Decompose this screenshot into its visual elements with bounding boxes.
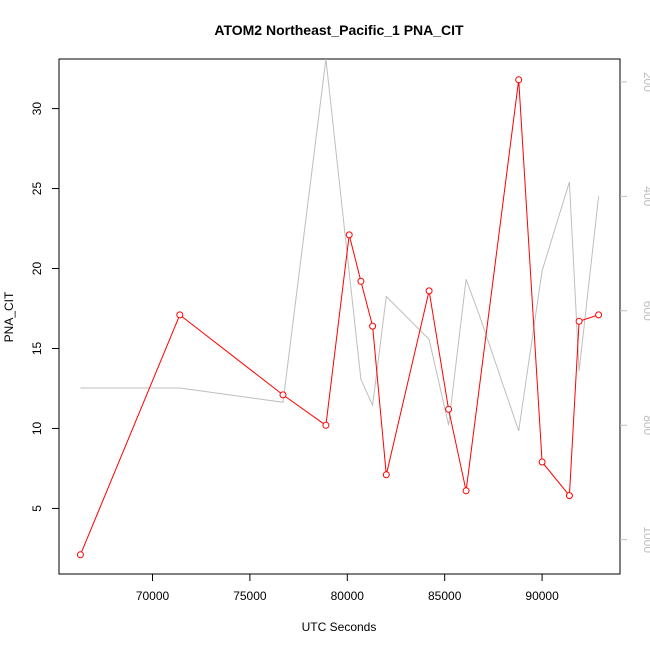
data-point [462,487,470,495]
series-layer [76,58,603,559]
data-point [515,76,523,84]
y-tick-label: 10 [30,421,44,435]
y-tick-label: 30 [30,102,44,116]
data-point [382,471,390,479]
data-point [76,551,84,559]
data-point [565,492,573,500]
data-point [538,458,546,466]
y-tick-label: 20 [30,262,44,276]
x-tick-label: 80000 [331,589,365,603]
chart-title: ATOM2 Northeast_Pacific_1 PNA_CIT [214,22,464,38]
y2-tick-label: 1000 [641,526,650,553]
data-point [575,317,583,325]
data-point [369,322,377,330]
data-point [445,405,453,413]
secondary-y-axis: 200 400 600 800 1000 [620,72,650,553]
plot-frame [58,58,621,575]
x-tick-label: 70000 [136,589,170,603]
data-point [425,287,433,295]
x-tick-label: 75000 [233,589,267,603]
data-point [345,231,353,239]
y-axis: 5 10 15 20 25 30 [30,102,59,512]
x-axis: 70000 75000 80000 85000 90000 [136,574,559,603]
y2-tick-label: 200 [641,72,650,92]
secondary-series-line [80,58,600,432]
data-point [322,421,330,429]
primary-series-line [79,79,599,555]
data-point [279,391,287,399]
y-tick-label: 5 [30,505,44,512]
y-tick-label: 15 [30,341,44,355]
y2-tick-label: 400 [641,186,650,206]
x-tick-label: 90000 [525,589,559,603]
data-point [176,311,184,319]
data-point [595,311,603,319]
y-tick-label: 25 [30,182,44,196]
x-axis-label: UTC Seconds [302,620,377,634]
data-point [357,277,365,285]
y-axis-label: PNA_CIT [2,291,16,342]
y2-tick-label: 800 [641,415,650,435]
y2-tick-label: 600 [641,301,650,321]
x-tick-label: 85000 [428,589,462,603]
